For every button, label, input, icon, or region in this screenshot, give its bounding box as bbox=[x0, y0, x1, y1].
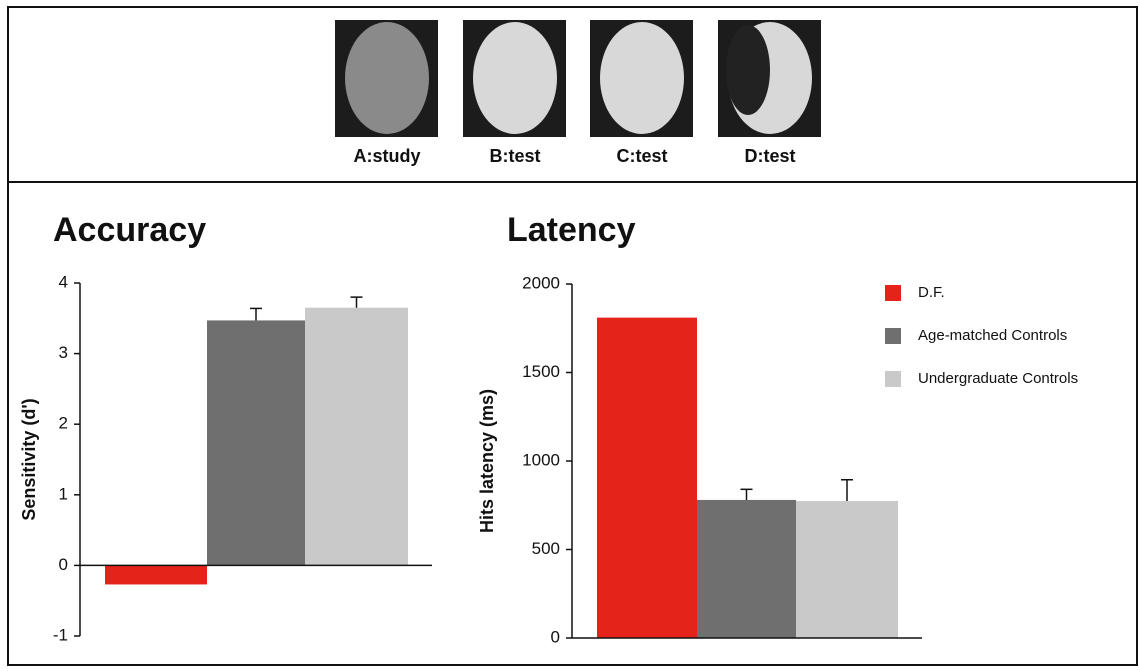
y-tick-label: 500 bbox=[532, 539, 560, 558]
face-row: A:study B:test C:test D:test bbox=[335, 20, 821, 166]
face-shape bbox=[345, 22, 429, 134]
error-bar bbox=[740, 488, 753, 500]
face-label: C:test bbox=[616, 146, 667, 166]
face-label: D:test bbox=[744, 146, 795, 166]
face-label: A:study bbox=[354, 146, 421, 166]
y-tick-label: 3 bbox=[59, 343, 68, 362]
bar bbox=[697, 499, 796, 638]
y-tick-label: 1 bbox=[59, 484, 68, 503]
y-tick-label: 1500 bbox=[522, 362, 560, 381]
y-tick-label: 0 bbox=[551, 627, 560, 646]
legend-label: Undergraduate Controls bbox=[918, 370, 1078, 387]
y-axis-label: Sensitivity (d') bbox=[19, 398, 39, 520]
legend-swatch bbox=[885, 328, 901, 344]
bar bbox=[796, 501, 898, 638]
y-tick-label: 2 bbox=[59, 414, 68, 433]
y-tick-label: -1 bbox=[53, 625, 68, 644]
y-axis-label: Hits latency (ms) bbox=[477, 389, 497, 533]
error-bar bbox=[350, 296, 363, 308]
error-bar bbox=[841, 479, 853, 502]
error-bar bbox=[250, 307, 262, 321]
y-tick-label: 1000 bbox=[522, 450, 560, 469]
face-label: B:test bbox=[489, 146, 540, 166]
bar bbox=[597, 317, 697, 638]
legend-swatch bbox=[885, 285, 901, 301]
bar bbox=[105, 565, 207, 585]
chart-title: Latency bbox=[507, 211, 636, 249]
face-shape bbox=[600, 22, 684, 134]
legend-swatch bbox=[885, 371, 901, 387]
bar bbox=[207, 320, 305, 566]
face-shadow bbox=[726, 25, 770, 115]
y-tick-label: 4 bbox=[59, 272, 68, 291]
face-shape bbox=[473, 22, 557, 134]
y-tick-label: 0 bbox=[59, 555, 68, 574]
bar bbox=[305, 307, 408, 566]
y-tick-label: 2000 bbox=[522, 273, 560, 292]
legend-label: D.F. bbox=[918, 284, 945, 301]
chart-title: Accuracy bbox=[53, 211, 206, 249]
legend-label: Age-matched Controls bbox=[918, 327, 1067, 344]
